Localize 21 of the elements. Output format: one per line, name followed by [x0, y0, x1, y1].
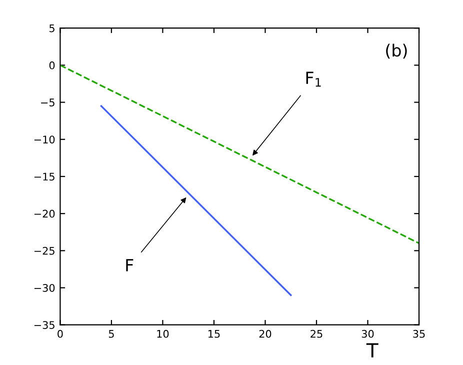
x-tick-label: 15 [208, 330, 220, 338]
annotation: F [126, 259, 134, 272]
y-tick-label: −15 [34, 172, 54, 181]
y-tick-label: 0 [49, 61, 55, 70]
y-tick-label: −30 [34, 284, 55, 292]
x-axis-title: T [366, 343, 378, 358]
annotation: (b) [386, 44, 407, 59]
x-tick-label: 10 [157, 330, 169, 338]
x-tick-label: 25 [310, 330, 322, 338]
y-tick-label: −20 [34, 210, 55, 218]
x-tick-label: 20 [259, 330, 272, 338]
y-tick-label: −35 [34, 321, 54, 329]
annotation: F$_{1}$ [306, 72, 321, 87]
y-tick-label: 5 [50, 24, 54, 32]
x-tick-label: 30 [362, 330, 374, 338]
x-tick-label: 5 [108, 330, 114, 338]
y-tick-label: −5 [41, 98, 54, 106]
y-tick-label: −10 [34, 136, 55, 144]
x-tick-label: 35 [413, 330, 425, 338]
y-tick-label: −25 [34, 246, 54, 255]
x-tick-label: 0 [58, 330, 63, 338]
